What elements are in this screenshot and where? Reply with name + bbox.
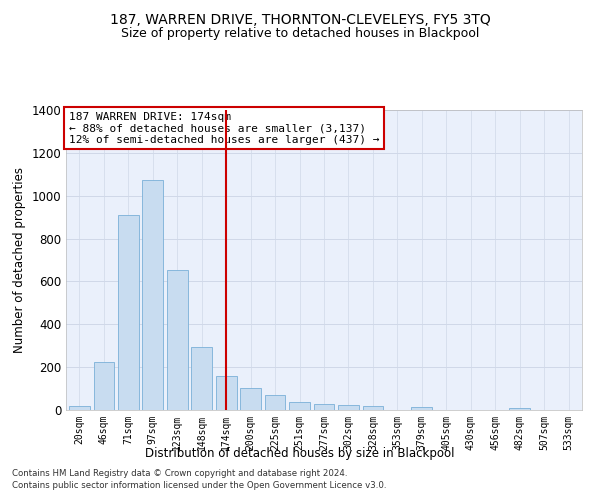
Text: Size of property relative to detached houses in Blackpool: Size of property relative to detached ho… (121, 28, 479, 40)
Bar (509, 408, 530, 410)
Bar (191, 347, 212, 410)
Bar (362, 406, 383, 410)
Bar (167, 270, 188, 410)
Bar (118, 215, 139, 410)
Y-axis label: Number of detached properties: Number of detached properties (13, 167, 26, 353)
Bar (412, 407, 432, 410)
Bar (69, 406, 90, 410)
Bar (338, 406, 359, 410)
Bar (265, 395, 286, 410)
Text: Contains public sector information licensed under the Open Government Licence v3: Contains public sector information licen… (12, 481, 386, 490)
Bar (142, 180, 163, 410)
Bar (240, 388, 261, 410)
Bar (314, 404, 334, 410)
Bar (216, 376, 236, 410)
Text: 187 WARREN DRIVE: 174sqm
← 88% of detached houses are smaller (3,137)
12% of sem: 187 WARREN DRIVE: 174sqm ← 88% of detach… (68, 112, 379, 144)
Text: 187, WARREN DRIVE, THORNTON-CLEVELEYS, FY5 3TQ: 187, WARREN DRIVE, THORNTON-CLEVELEYS, F… (110, 12, 490, 26)
Text: Distribution of detached houses by size in Blackpool: Distribution of detached houses by size … (145, 448, 455, 460)
Bar (289, 402, 310, 410)
Bar (94, 362, 114, 410)
Text: Contains HM Land Registry data © Crown copyright and database right 2024.: Contains HM Land Registry data © Crown c… (12, 468, 347, 477)
